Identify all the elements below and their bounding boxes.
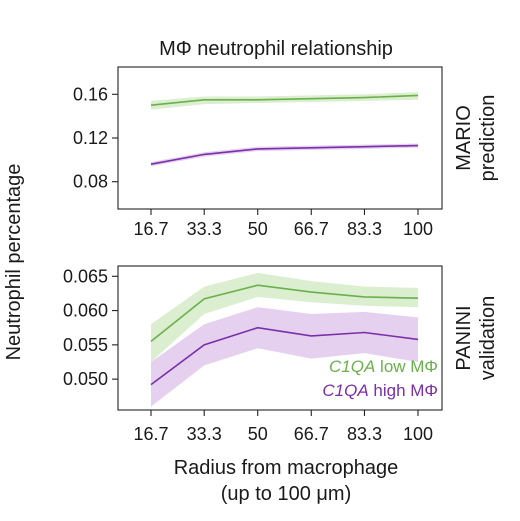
x-tick-label: 50 <box>248 424 268 444</box>
x-tick-label: 33.3 <box>187 424 222 444</box>
panel-side-label: validation <box>477 296 499 381</box>
panel-side-label: prediction <box>477 95 499 182</box>
x-tick-label: 100 <box>403 219 433 239</box>
x-tick-label: 83.3 <box>347 424 382 444</box>
x-tick-label: 83.3 <box>347 219 382 239</box>
y-tick-label: 0.065 <box>63 266 108 286</box>
y-tick-label: 0.08 <box>73 172 108 192</box>
legend-gene-name: C1QA <box>329 357 375 376</box>
x-tick-label: 66.7 <box>294 219 329 239</box>
series-line-low <box>150 94 419 106</box>
legend-group-name: low MΦ <box>375 357 438 376</box>
chart-title: MΦ neutrophil relationship <box>159 38 393 60</box>
series-line-low <box>150 284 419 343</box>
x-tick-label: 33.3 <box>187 219 222 239</box>
ci-band-high <box>151 307 418 407</box>
legend-gene-name: C1QA <box>322 381 368 400</box>
y-tick-label: 0.060 <box>63 301 108 321</box>
x-tick-label: 16.7 <box>133 219 168 239</box>
y-tick-label: 0.050 <box>63 369 108 389</box>
legend-entry-low: C1QA low MΦ <box>329 357 438 376</box>
plot-frame <box>117 265 443 411</box>
y-tick-label: 0.16 <box>73 84 108 104</box>
y-axis-title: Neutrophil percentage <box>3 164 25 361</box>
y-tick-label: 0.12 <box>73 128 108 148</box>
ci-band-low <box>151 92 418 110</box>
series-line-high <box>150 326 419 386</box>
x-tick-label: 66.7 <box>294 424 329 444</box>
x-tick-label: 100 <box>403 424 433 444</box>
plot-frame <box>117 66 443 210</box>
x-axis-title-line2: (up to 100 μm) <box>221 483 351 505</box>
panel-side-label: MARIO <box>453 105 475 171</box>
panel-1: 0.16 0.12 0.08 16.7 33.3 50 66.7 83.3 100 MARIO pr… <box>73 66 499 239</box>
panel-2: 0.065 0.060 0.055 0.050 16.7 33.3 50 66.7 83.3 10… <box>63 265 499 444</box>
legend-entry-high: C1QA high MΦ <box>322 381 438 400</box>
series-line-high <box>150 144 419 165</box>
x-axis-title-line1: Radius from macrophage <box>174 457 399 479</box>
y-tick-label: 0.055 <box>63 335 108 355</box>
x-tick-label: 16.7 <box>133 424 168 444</box>
panel-side-label: PANINI <box>453 305 475 370</box>
x-tick-label: 50 <box>248 219 268 239</box>
legend-group-name: high MΦ <box>369 381 438 400</box>
panels-layer: 0.16 0.12 0.08 16.7 33.3 50 66.7 83.3 100 MARIO pr… <box>63 66 499 444</box>
